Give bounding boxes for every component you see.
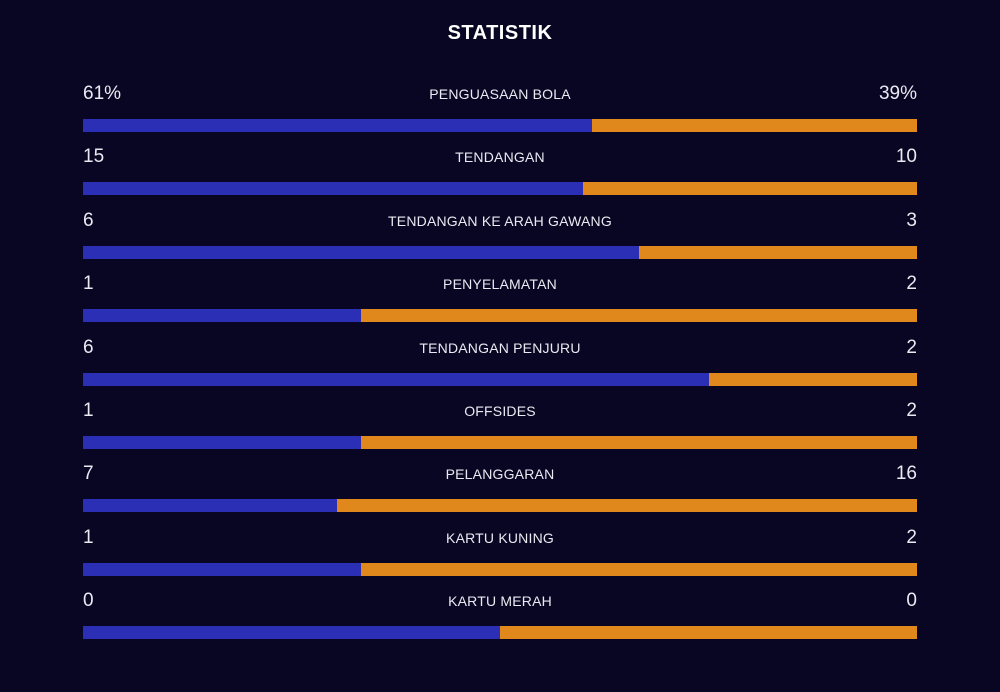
away-value: 3 <box>906 209 917 231</box>
stat-label: OFFSIDES <box>464 402 536 419</box>
stat-label: TENDANGAN KE ARAH GAWANG <box>388 212 612 229</box>
stat-row-fouls: 7 PELANGGARAN 16 <box>83 460 917 523</box>
away-bar-fill <box>336 499 917 513</box>
home-value: 61% <box>83 83 122 104</box>
away-value: 2 <box>906 336 917 358</box>
home-bar-fill <box>83 626 500 640</box>
home-value: 1 <box>83 399 94 421</box>
comparison-bar <box>83 372 917 386</box>
stat-row-yellow-cards: 1 KARTU KUNING 2 <box>83 524 917 587</box>
stat-row-shots-on-target: 6 TENDANGAN KE ARAH GAWANG 3 <box>83 207 917 270</box>
stat-label: KARTU KUNING <box>446 529 554 546</box>
stat-label: PELANGGARAN <box>445 466 555 483</box>
comparison-bar <box>83 245 917 259</box>
stat-row-saves: 1 PENYELAMATAN 2 <box>83 270 917 333</box>
comparison-bar <box>83 435 917 449</box>
stat-row-shots: 15 TENDANGAN 10 <box>83 143 917 206</box>
comparison-bar <box>83 499 917 513</box>
stat-row-red-cards: 0 KARTU MERAH 0 <box>83 587 917 650</box>
home-bar-fill <box>83 309 361 323</box>
away-value: 2 <box>906 273 917 295</box>
comparison-bar <box>83 119 917 132</box>
away-bar-fill <box>583 182 917 196</box>
away-value: 10 <box>895 146 917 168</box>
home-value: 0 <box>83 590 94 612</box>
stats-title: STATISTIK <box>447 22 553 44</box>
stat-label: TENDANGAN PENJURU <box>419 339 581 356</box>
comparison-bar <box>83 309 917 323</box>
home-value: 1 <box>83 273 94 295</box>
stat-label: TENDANGAN <box>455 149 545 166</box>
away-bar-fill <box>360 562 917 576</box>
home-value: 1 <box>83 526 94 548</box>
away-bar-fill <box>708 372 917 386</box>
home-bar-fill <box>83 119 592 132</box>
home-bar-fill <box>83 435 361 449</box>
stat-label: KARTU MERAH <box>448 593 552 610</box>
stat-label: PENGUASAAN BOLA <box>429 86 571 102</box>
home-value: 7 <box>83 463 94 485</box>
comparison-bar <box>83 626 917 640</box>
away-value: 2 <box>906 399 917 421</box>
home-bar-fill <box>83 372 709 386</box>
away-value: 39% <box>878 83 917 104</box>
stat-row-possession: 61% PENGUASAAN BOLA 39% <box>83 80 917 143</box>
stat-row-offsides: 1 OFFSIDES 2 <box>83 397 917 460</box>
stats-list: 61% PENGUASAAN BOLA 39% 15 TENDANGAN 1 0 … <box>83 80 917 651</box>
home-value: 15 <box>83 146 105 168</box>
away-bar-fill <box>591 119 917 132</box>
away-value: 16 <box>895 463 917 485</box>
away-bar-fill <box>360 309 917 323</box>
away-bar-fill <box>360 435 917 449</box>
stat-label: PENYELAMATAN <box>443 276 557 293</box>
away-value: 0 <box>906 590 917 612</box>
stat-row-corners: 6 TENDANGAN PENJURU 2 <box>83 334 917 397</box>
home-bar-fill <box>83 562 361 576</box>
home-bar-fill <box>83 245 640 259</box>
home-bar-fill <box>83 182 584 196</box>
away-bar-fill <box>639 245 917 259</box>
away-bar-fill <box>500 626 917 640</box>
home-value: 6 <box>83 336 94 358</box>
away-value: 2 <box>906 526 917 548</box>
home-bar-fill <box>83 499 337 513</box>
comparison-bar <box>83 182 917 196</box>
home-value: 6 <box>83 209 94 231</box>
comparison-bar <box>83 562 917 576</box>
